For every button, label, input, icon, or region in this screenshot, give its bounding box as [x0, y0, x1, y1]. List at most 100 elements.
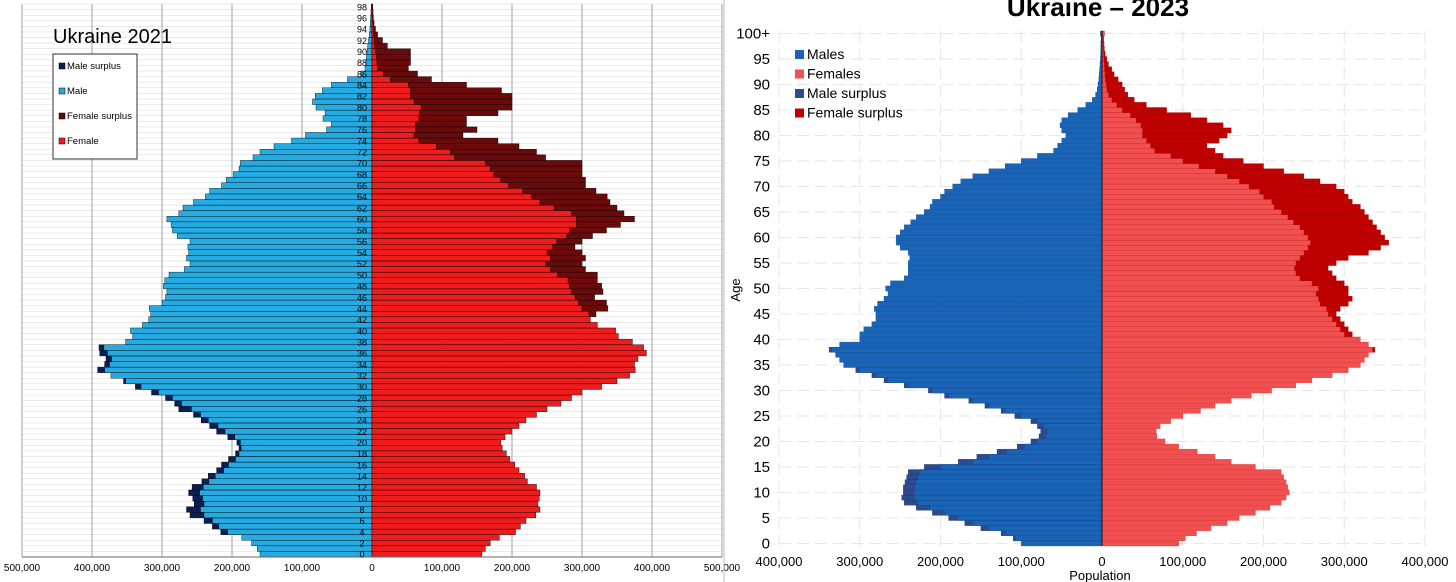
chart2-bar-male	[859, 367, 1103, 373]
chart2-bar-female	[1101, 438, 1166, 445]
chart2-legend-label: Females	[807, 66, 861, 82]
chart2-bar-male	[1025, 443, 1103, 450]
chart2-legend: Males Females Male surplus Female surplus	[795, 46, 903, 121]
chart1-bar-female	[371, 154, 455, 161]
chart2-bar-male	[910, 219, 1103, 225]
chart1-bar-male	[172, 227, 373, 234]
chart1-bar-female	[371, 361, 635, 368]
chart2-legend-swatch	[795, 89, 804, 98]
chart1-bar-male	[218, 523, 373, 530]
chart1-bar-female	[371, 9, 373, 16]
chart2-x-tick-label: 100,000	[1159, 554, 1206, 569]
chart2-bar-female	[1101, 484, 1288, 491]
chart1-bar-female	[371, 478, 528, 485]
chart2-bar-female	[1101, 397, 1232, 404]
chart1-bar-male	[224, 428, 373, 435]
chart1-bar-male	[181, 400, 373, 407]
chart2-bar-female	[1101, 92, 1109, 98]
chart2-bar-female	[1101, 117, 1137, 123]
chart2-legend-swatch	[795, 108, 804, 118]
chart2-bar-male	[1004, 408, 1103, 414]
chart2-bar-female	[1101, 301, 1321, 307]
chart1-bar-female	[371, 160, 486, 167]
chart1-bar-male	[212, 517, 373, 524]
chart1-bar-female	[371, 182, 509, 189]
chart2-bar-female	[1101, 265, 1295, 271]
chart2-bar-male	[1061, 117, 1103, 123]
chart1-legend-swatch	[58, 62, 66, 70]
chart2-bar-male	[899, 229, 1103, 236]
chart2-y-tick-label: 5	[762, 510, 770, 527]
chart1-bar-female	[371, 456, 511, 463]
chart1-bar-female	[371, 232, 567, 239]
chart1-bar-male	[187, 243, 373, 250]
chart2-bar-female	[1101, 306, 1327, 312]
chart1-legend-label: Male surplus	[67, 61, 121, 72]
chart2-bar-female	[1101, 535, 1186, 542]
chart2-bar-female	[1101, 464, 1256, 470]
chart1-bar-female	[371, 199, 541, 206]
chart1-age-tick-label: 70	[357, 159, 367, 169]
chart1-age-tick-label: 30	[357, 382, 367, 392]
chart2-bar-male	[972, 397, 1103, 404]
chart2-bar-female	[1101, 178, 1240, 185]
chart2-bar-female	[1101, 443, 1179, 450]
chart1-bar-female	[371, 355, 639, 362]
chart2-bar-female	[1101, 250, 1305, 256]
chart1-bar-male	[163, 283, 373, 290]
chart1-bar-female	[371, 294, 576, 301]
chart1-bar-female	[371, 149, 451, 156]
chart1-bar-female	[371, 411, 537, 418]
chart1-bar-male	[207, 417, 373, 424]
chart2-bar-male	[875, 316, 1103, 322]
chart2-bar-male	[908, 382, 1103, 389]
chart1-age-tick-label: 8	[359, 505, 364, 515]
chart1-age-tick-label: 56	[357, 237, 367, 247]
chart2-bar-female	[1101, 97, 1112, 103]
chart1-x-tick-label: 100,000	[284, 563, 321, 574]
chart1-bar-male	[111, 355, 373, 362]
chart2-bar-male	[1097, 86, 1103, 93]
chart2-bar-male	[839, 341, 1103, 348]
chart1-bar-female	[371, 311, 590, 318]
chart1-legend-label: Male	[67, 86, 88, 97]
chart1-bar-female	[371, 48, 376, 55]
chart2-bar-female	[1101, 168, 1216, 174]
chart1-bar-male	[189, 260, 373, 267]
chart2-bar-female	[1101, 510, 1256, 516]
chart2-bar-female	[1101, 71, 1105, 78]
chart1-bar-female	[371, 26, 374, 33]
chart2-bar-male	[839, 357, 1103, 363]
chart1-age-tick-label: 78	[357, 114, 367, 124]
chart2-y-tick-label: 55	[753, 255, 770, 272]
chart2-bar-male	[859, 331, 1103, 338]
chart2-bar-male	[877, 301, 1103, 307]
chart1-bar-female	[371, 243, 553, 250]
chart1-bar-female	[371, 383, 602, 390]
chart2-bar-male	[908, 250, 1103, 256]
chart1-bar-male	[168, 271, 373, 278]
chart2-legend-swatch	[795, 50, 804, 59]
chart2-bar-male	[929, 204, 1103, 210]
chart2-bar-female	[1101, 219, 1294, 225]
chart1-bar-female	[371, 405, 548, 412]
chart1-bar-female	[371, 76, 391, 83]
chart1-bar-female	[371, 333, 619, 340]
chart1-bar-female	[371, 517, 527, 524]
chart1-bar-male	[369, 31, 373, 38]
chart2-bar-female	[1101, 107, 1123, 113]
chart2-bar-female	[1101, 127, 1143, 134]
chart2-axes: 400,000 300,000 200,000 100,000 0 100,000 200,…	[736, 26, 1448, 569]
chart1-x-tick-label: 400,000	[74, 563, 111, 574]
chart1-bar-male	[223, 467, 373, 474]
chart2-x-tick-label: 0	[1098, 554, 1105, 569]
chart1-bar-female	[371, 283, 570, 290]
chart1-bar-male	[193, 199, 373, 206]
chart1-age-tick-label: 12	[357, 483, 367, 493]
chart1-x-tick-label: 400,000	[634, 563, 671, 574]
chart1-bar-female	[371, 534, 500, 541]
chart1-bar-male	[158, 389, 373, 396]
chart1-legend-swatch	[58, 112, 66, 120]
chart2-y-tick-label: 75	[753, 153, 770, 170]
chart1-age-tick-label: 96	[357, 13, 367, 23]
